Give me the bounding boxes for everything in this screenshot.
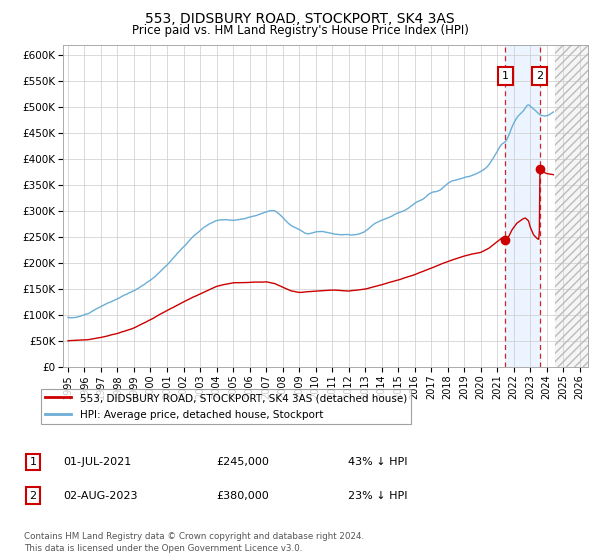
Text: £380,000: £380,000 [216,491,269,501]
Text: 23% ↓ HPI: 23% ↓ HPI [348,491,407,501]
Text: 1: 1 [502,71,509,81]
Bar [505,45,540,367]
Text: £245,000: £245,000 [216,457,269,467]
Text: 02-AUG-2023: 02-AUG-2023 [63,491,137,501]
Text: 43% ↓ HPI: 43% ↓ HPI [348,457,407,467]
Text: 2: 2 [536,71,544,81]
Text: Contains HM Land Registry data © Crown copyright and database right 2024.
This d: Contains HM Land Registry data © Crown c… [24,533,364,553]
Text: 01-JUL-2021: 01-JUL-2021 [63,457,131,467]
Legend: 553, DIDSBURY ROAD, STOCKPORT, SK4 3AS (detached house), HPI: Average price, det: 553, DIDSBURY ROAD, STOCKPORT, SK4 3AS (… [41,389,411,424]
Text: 2: 2 [29,491,37,501]
Text: 1: 1 [29,457,37,467]
Bar [555,45,588,367]
Text: Price paid vs. HM Land Registry's House Price Index (HPI): Price paid vs. HM Land Registry's House … [131,24,469,36]
Bar [555,45,588,367]
Text: 553, DIDSBURY ROAD, STOCKPORT, SK4 3AS: 553, DIDSBURY ROAD, STOCKPORT, SK4 3AS [145,12,455,26]
